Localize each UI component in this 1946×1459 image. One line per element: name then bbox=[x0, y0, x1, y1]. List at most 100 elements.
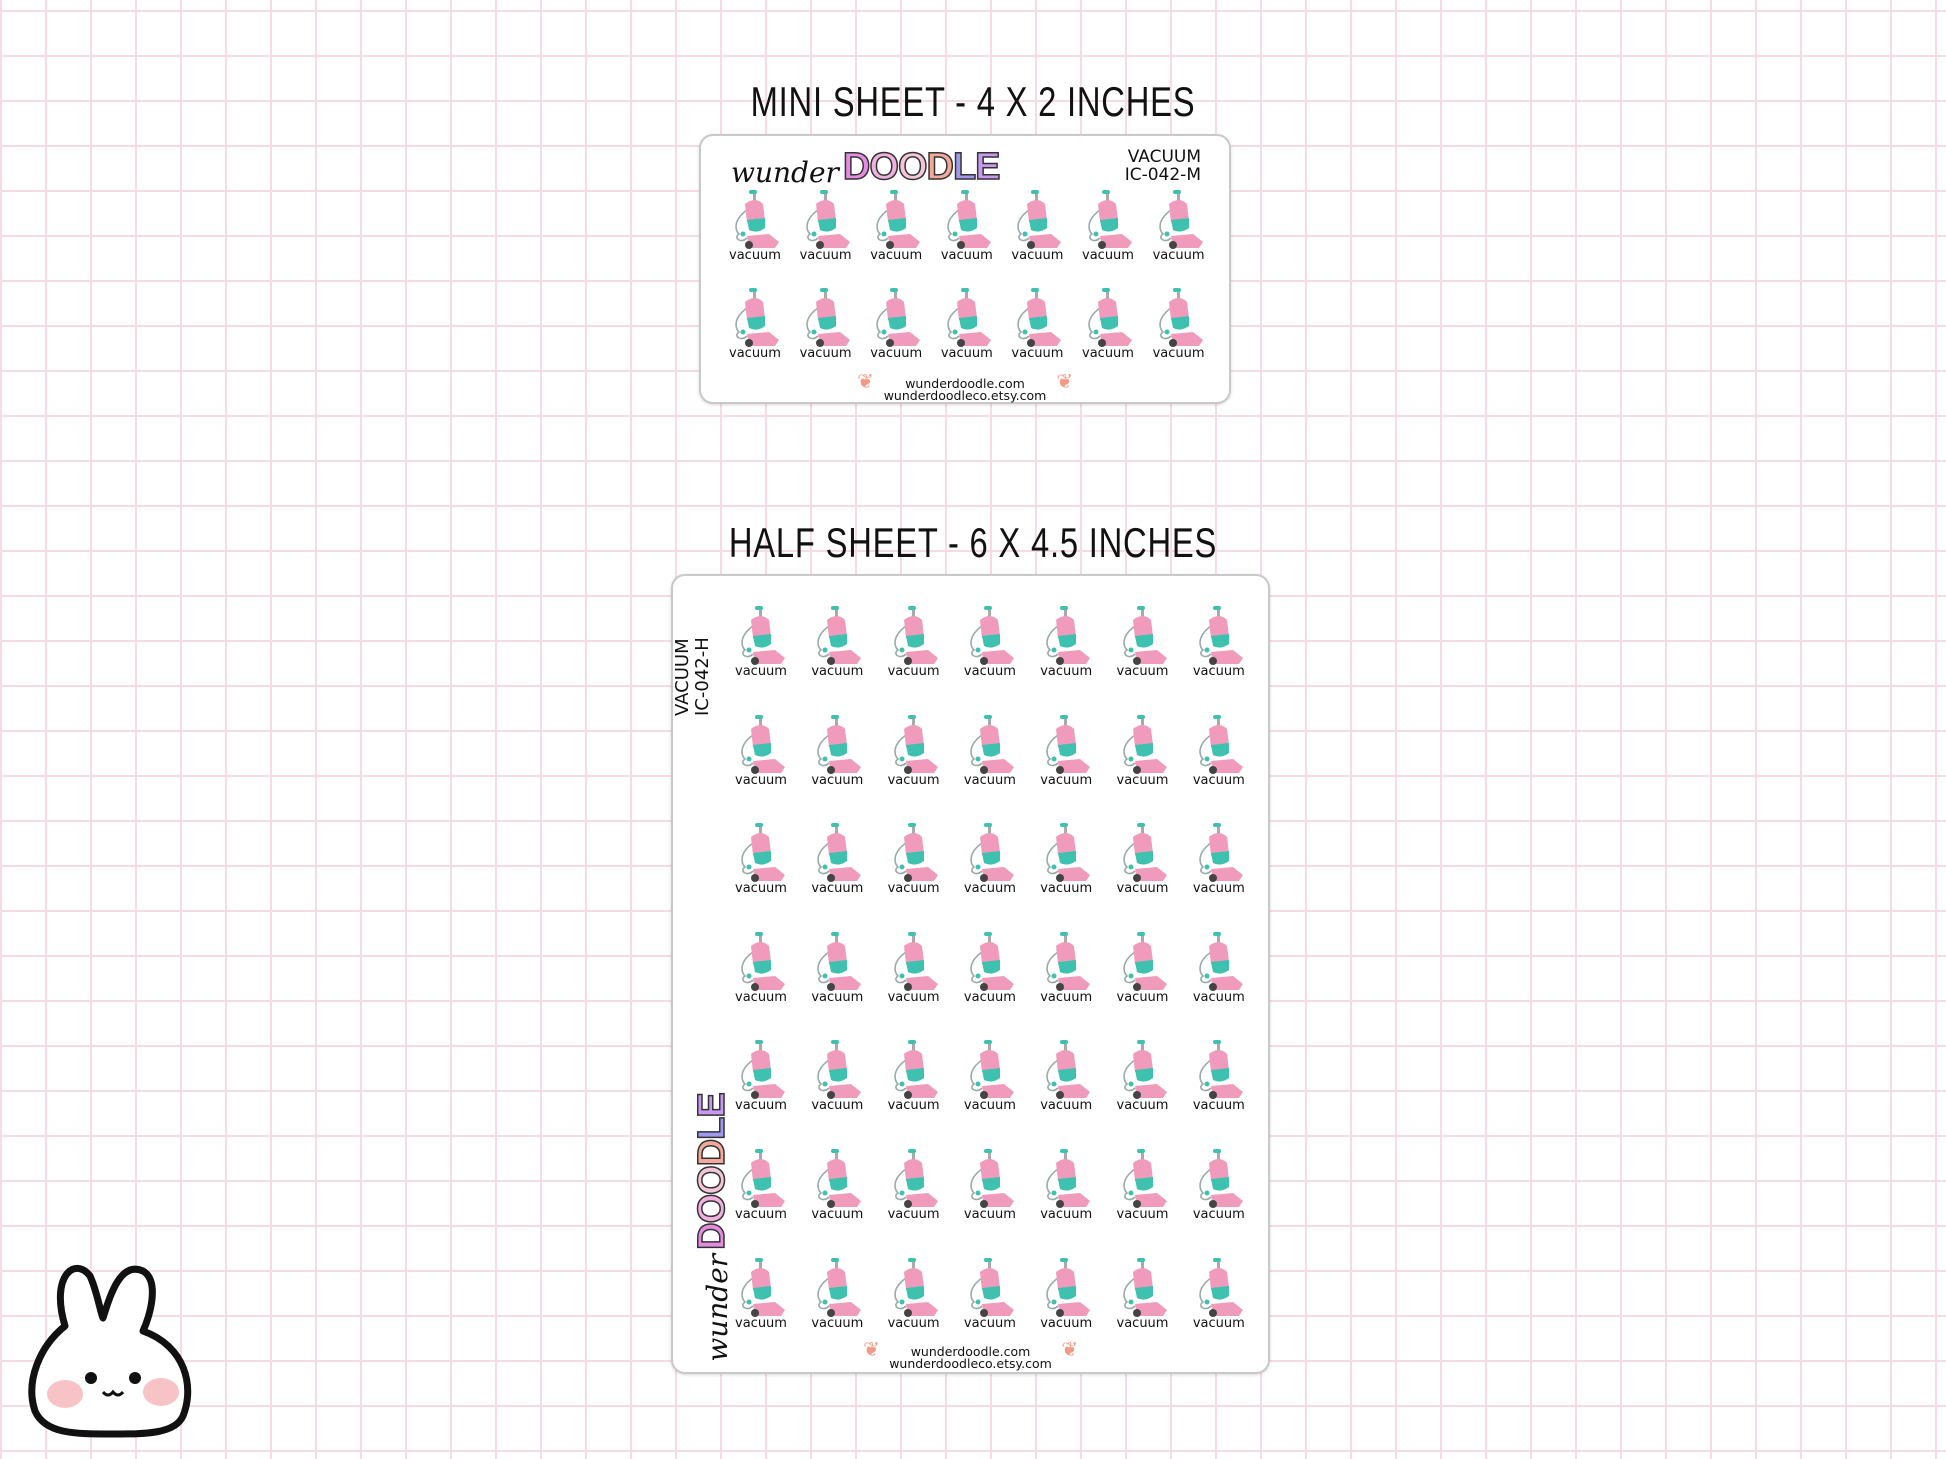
vacuum-icon bbox=[741, 714, 785, 774]
vacuum-icon bbox=[947, 190, 991, 249]
vacuum-icon bbox=[1122, 714, 1167, 774]
sticker-label: vacuum bbox=[1192, 1207, 1245, 1222]
vacuum-icon bbox=[1046, 1149, 1091, 1208]
vacuum-sticker: vacuum bbox=[955, 714, 1025, 788]
vacuum-sticker: vacuum bbox=[1184, 714, 1254, 788]
vacuum-sticker: vacuum bbox=[955, 1149, 1025, 1222]
vacuum-icon bbox=[1046, 714, 1091, 774]
vacuum-icon bbox=[1199, 714, 1243, 774]
sticker-label: vacuum bbox=[1152, 346, 1205, 361]
vacuum-icon bbox=[947, 288, 991, 347]
product-name: VACUUM bbox=[672, 638, 693, 716]
vacuum-sticker: vacuum bbox=[861, 288, 931, 361]
vacuum-icon bbox=[893, 1040, 938, 1100]
vacuum-sticker: vacuum bbox=[1108, 823, 1178, 896]
footer-etsy: wunderdoodleco.etsy.com bbox=[883, 388, 1047, 403]
footer: ❦ wunderdoodle.com wunderdoodleco.etsy.c… bbox=[673, 1337, 1268, 1371]
vacuum-sticker: vacuum bbox=[1108, 714, 1178, 788]
vacuum-sticker: vacuum bbox=[802, 1040, 872, 1113]
vacuum-sticker: vacuum bbox=[1002, 190, 1072, 263]
vacuum-sticker: vacuum bbox=[1108, 1040, 1178, 1113]
vacuum-sticker: vacuum bbox=[1108, 606, 1178, 679]
vacuum-icon bbox=[741, 931, 785, 991]
vacuum-icon bbox=[893, 1257, 938, 1317]
sticker-label: vacuum bbox=[963, 1207, 1016, 1222]
vacuum-sticker: vacuum bbox=[955, 931, 1025, 1005]
sticker-label: vacuum bbox=[1040, 664, 1093, 679]
vacuum-sticker: vacuum bbox=[720, 190, 790, 263]
sticker-label: vacuum bbox=[735, 772, 787, 788]
vacuum-sticker: vacuum bbox=[726, 931, 796, 1005]
sticker-label: vacuum bbox=[1116, 664, 1169, 679]
vacuum-icon bbox=[893, 714, 938, 774]
vacuum-sticker: vacuum bbox=[1073, 288, 1143, 361]
sticker-label: vacuum bbox=[1040, 881, 1093, 897]
sticker-label: vacuum bbox=[811, 1315, 864, 1331]
vacuum-icon bbox=[876, 288, 921, 347]
product-name: VACUUM bbox=[1127, 147, 1201, 167]
sticker-label: vacuum bbox=[1192, 664, 1245, 679]
vacuum-icon bbox=[970, 1257, 1014, 1317]
vacuum-icon bbox=[1122, 1257, 1167, 1317]
sticker-label: vacuum bbox=[1011, 248, 1064, 263]
vacuum-sticker: vacuum bbox=[955, 1257, 1025, 1331]
vacuum-sticker: vacuum bbox=[879, 714, 949, 788]
vacuum-sticker: vacuum bbox=[879, 1040, 949, 1113]
vacuum-sticker: vacuum bbox=[1108, 931, 1178, 1005]
vacuum-icon bbox=[817, 606, 862, 665]
sticker-label: vacuum bbox=[1116, 1098, 1169, 1114]
footer: ❦ wunderdoodle.com wunderdoodleco.etsy.c… bbox=[701, 369, 1229, 403]
sticker-label: vacuum bbox=[729, 248, 781, 263]
vacuum-icon bbox=[1199, 823, 1243, 883]
brand-logo: wunder DOODLE bbox=[731, 145, 1001, 189]
sticker-label: vacuum bbox=[1040, 989, 1093, 1005]
vacuum-icon bbox=[741, 1149, 785, 1208]
sprig-icon: ❦ bbox=[857, 369, 874, 393]
vacuum-icon bbox=[1199, 1257, 1243, 1317]
vacuum-icon bbox=[1122, 1149, 1167, 1208]
vacuum-icon bbox=[1046, 823, 1091, 883]
vacuum-icon bbox=[817, 823, 862, 883]
sticker-label: vacuum bbox=[887, 1315, 940, 1331]
sticker-label: vacuum bbox=[1040, 1098, 1093, 1114]
vacuum-icon bbox=[741, 1257, 785, 1317]
vacuum-sticker: vacuum bbox=[802, 823, 872, 896]
vacuum-sticker: vacuum bbox=[1073, 190, 1143, 263]
vacuum-icon bbox=[1199, 606, 1243, 665]
vacuum-icon bbox=[1158, 288, 1203, 347]
sprig-icon: ❦ bbox=[1056, 369, 1073, 393]
sticker-label: vacuum bbox=[1082, 248, 1134, 263]
vacuum-icon bbox=[735, 190, 779, 249]
vacuum-icon bbox=[1199, 1040, 1243, 1100]
vacuum-icon bbox=[1122, 931, 1167, 991]
vacuum-sticker: vacuum bbox=[1002, 288, 1072, 361]
vacuum-sticker: vacuum bbox=[1184, 1040, 1254, 1113]
vacuum-icon bbox=[817, 1257, 862, 1317]
sticker-label: vacuum bbox=[811, 664, 864, 679]
half-sheet: VACUUM IC-042-H wunder DOODLE ❦ wunderdo… bbox=[671, 574, 1270, 1374]
vacuum-sticker: vacuum bbox=[802, 1257, 872, 1331]
sticker-label: vacuum bbox=[811, 881, 864, 897]
vacuum-icon bbox=[741, 823, 785, 883]
sticker-label: vacuum bbox=[870, 346, 923, 361]
sticker-label: vacuum bbox=[1192, 772, 1245, 788]
vacuum-icon bbox=[1199, 1149, 1243, 1208]
sticker-label: vacuum bbox=[887, 881, 940, 897]
vacuum-icon bbox=[817, 1040, 862, 1100]
vacuum-icon bbox=[970, 606, 1014, 665]
sticker-label: vacuum bbox=[811, 989, 864, 1005]
vacuum-sticker: vacuum bbox=[1031, 606, 1101, 679]
vacuum-icon bbox=[1158, 190, 1203, 249]
logo-doodle: DOODLE bbox=[842, 145, 1001, 189]
sticker-label: vacuum bbox=[1116, 881, 1169, 897]
sprig-icon: ❦ bbox=[863, 1337, 880, 1361]
vacuum-sticker: vacuum bbox=[1184, 823, 1254, 896]
sticker-label: vacuum bbox=[735, 881, 787, 897]
vacuum-icon bbox=[1088, 190, 1132, 249]
sticker-label: vacuum bbox=[963, 989, 1016, 1005]
sticker-label: vacuum bbox=[887, 772, 940, 788]
sticker-label: vacuum bbox=[1040, 772, 1093, 788]
sticker-label: vacuum bbox=[887, 1207, 940, 1222]
vacuum-sticker: vacuum bbox=[726, 1040, 796, 1113]
footer-etsy: wunderdoodleco.etsy.com bbox=[889, 1356, 1052, 1371]
